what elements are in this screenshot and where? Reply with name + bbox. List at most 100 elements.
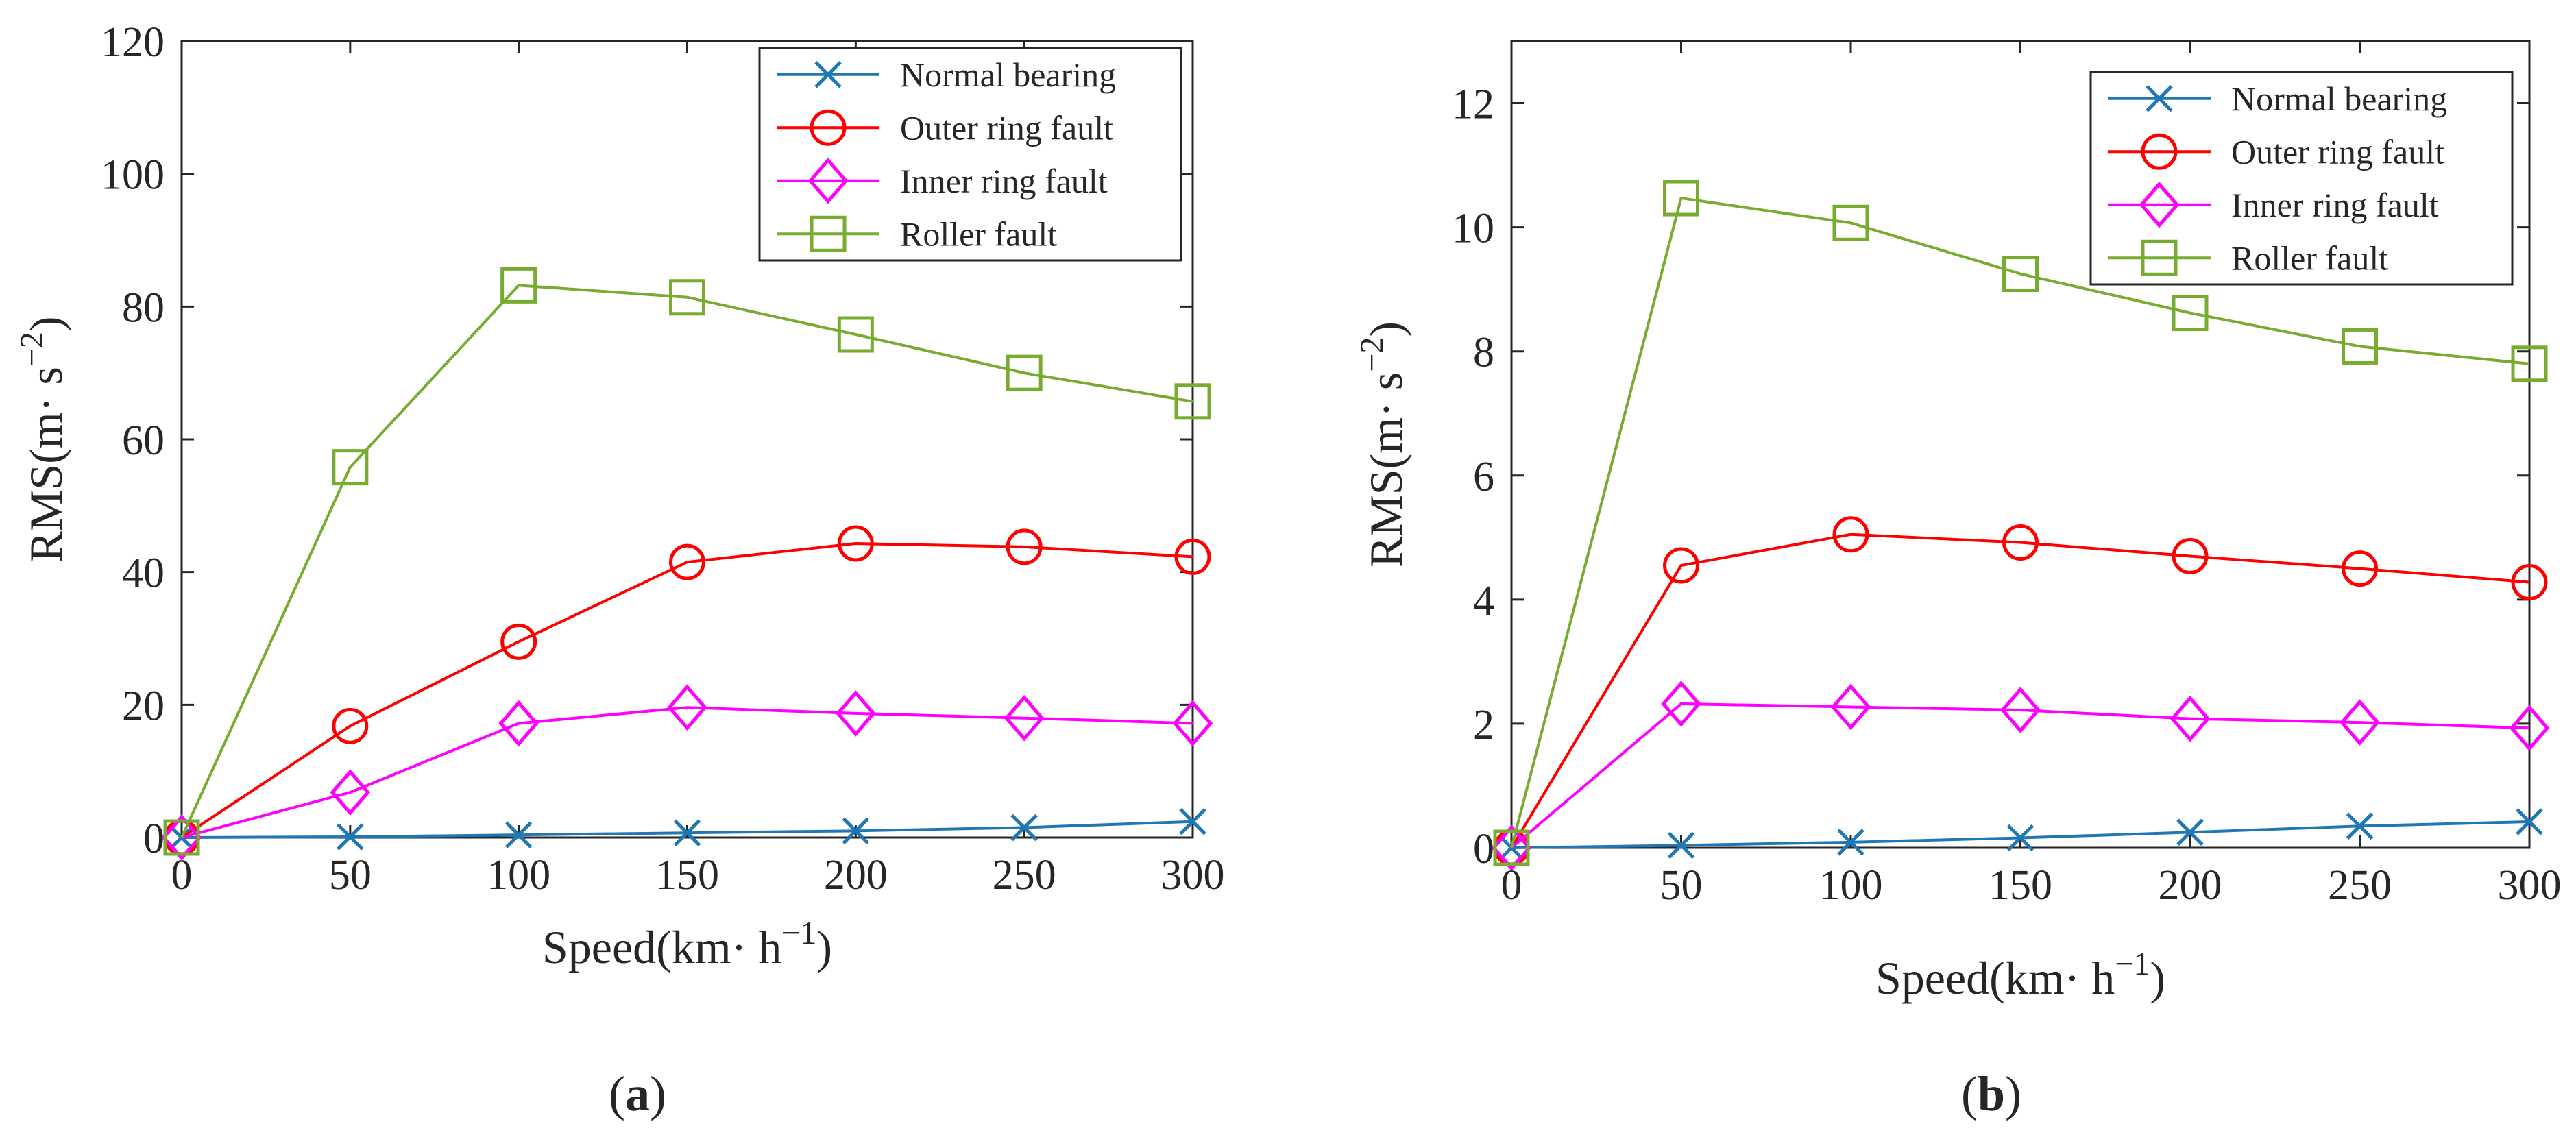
y-tick-label: 8 [1473,330,1494,376]
data-point-outer [1663,547,1699,584]
data-point-inner [2340,699,2380,746]
data-point-normal [2516,808,2543,835]
data-point-inner [1491,824,1532,871]
data-point-outer [2342,550,2378,587]
data-point-roller [1832,204,1869,241]
data-point-roller [837,316,874,353]
series-line-roller [180,284,1193,838]
data-point-normal [2346,812,2374,840]
x-tick-label: 50 [329,852,372,898]
legend-marker-inner [807,157,849,204]
data-point-normal [1010,814,1038,842]
legend-b: Normal bearing Outer ring fault Inner ring… [2089,71,2514,286]
series-line-roller [1510,196,2530,848]
x-tick-label: 100 [487,852,550,898]
data-point-normal [1667,831,1695,859]
x-tick-label: 250 [2328,862,2392,909]
x-tick-label: 150 [655,852,719,898]
legend-box [758,47,1182,262]
x-tick-label: 200 [824,852,888,898]
panel-label-a: (a) [609,1066,666,1121]
legend-marker-outer [2141,133,2178,170]
data-point-inner [1004,694,1045,742]
data-point-outer [1832,516,1869,553]
series-line-inner [1510,702,2530,849]
data-point-roller [2511,345,2548,382]
x-axis-label: Speed(km· h−1) [1875,946,2165,1004]
data-point-inner [2509,705,2550,752]
y-tick-label: 0 [1473,826,1494,872]
x-tick-label: 150 [1989,862,2052,909]
x-tick-label: 50 [1660,862,1703,909]
data-point-inner [1172,700,1213,747]
data-point-outer [2511,563,2548,600]
y-tick-label: 100 [101,152,165,199]
data-point-outer [2172,537,2209,574]
data-point-roller [1006,354,1043,391]
x-tick-label: 300 [1161,852,1225,898]
legend-label-roller: Roller fault [900,215,1057,253]
data-point-inner [1830,683,1871,731]
data-point-normal [842,817,870,845]
y-tick-label: 10 [1452,206,1494,252]
series-line-outer [180,542,1193,839]
data-point-outer [837,525,874,562]
data-point-normal [337,823,364,851]
data-point-inner [2170,695,2211,742]
data-point-inner [836,690,876,737]
data-point-outer [1174,538,1211,575]
series-line-inner [181,706,1193,839]
legend-a: Normal bearing Outer ring fault Inner ring… [758,47,1182,262]
data-point-inner [2000,687,2041,733]
data-point-roller [332,449,369,486]
data-point-outer [669,543,705,580]
data-point-roller [500,267,537,304]
data-point-outer [2002,524,2039,561]
x-axis-label: Speed(km· h−1) [542,915,832,973]
legend-label-inner: Inner ring fault [2231,186,2439,224]
legend-label-outer: Outer ring fault [2231,132,2444,171]
data-point-roller [2002,256,2039,293]
y-tick-label: 12 [1452,82,1494,128]
data-point-roller [163,819,200,856]
data-point-normal [1837,829,1864,856]
data-point-inner [667,684,707,731]
data-point-normal [673,819,701,846]
data-point-normal [2006,824,2034,852]
legend-label-outer: Outer ring fault [900,108,1113,147]
data-point-normal [1179,807,1206,835]
data-point-roller [1663,180,1699,217]
y-tick-label: 4 [1473,578,1494,624]
legend-label-inner: Inner ring fault [900,162,1108,200]
x-tick-label: 200 [2159,862,2222,909]
y-tick-label: 2 [1473,702,1494,748]
chart-a: 0 50 100 150 200 250 300020406080100120Speed(k… [14,19,1225,1121]
y-tick-label: 0 [143,816,165,862]
y-tick-label: 120 [101,19,165,66]
data-point-inner [330,769,371,816]
legend-marker-normal [2146,84,2173,112]
data-point-roller [1174,383,1211,420]
y-tick-label: 80 [122,284,165,331]
data-point-roller [2172,295,2209,332]
series-line-outer [1510,533,2530,849]
data-point-roller [669,279,705,316]
data-point-normal [2176,818,2204,846]
legend-label-normal: Normal bearing [2231,80,2447,118]
x-tick-label: 250 [993,852,1056,898]
data-point-normal [505,821,533,848]
panel-label-b: (b) [1961,1066,2021,1121]
data-point-inner [1661,681,1701,727]
data-point-roller [1493,829,1530,866]
data-point-roller [2342,328,2378,365]
legend-label-normal: Normal bearing [900,56,1116,94]
x-tick-label: 100 [1819,862,1883,909]
y-tick-label: 60 [122,417,165,464]
legend-marker-roller [2141,239,2178,276]
legend-marker-normal [814,60,842,88]
y-axis-label: RMS(m· s−2) [14,316,72,562]
x-tick-label: 300 [2498,862,2562,909]
legend-marker-roller [810,215,847,252]
